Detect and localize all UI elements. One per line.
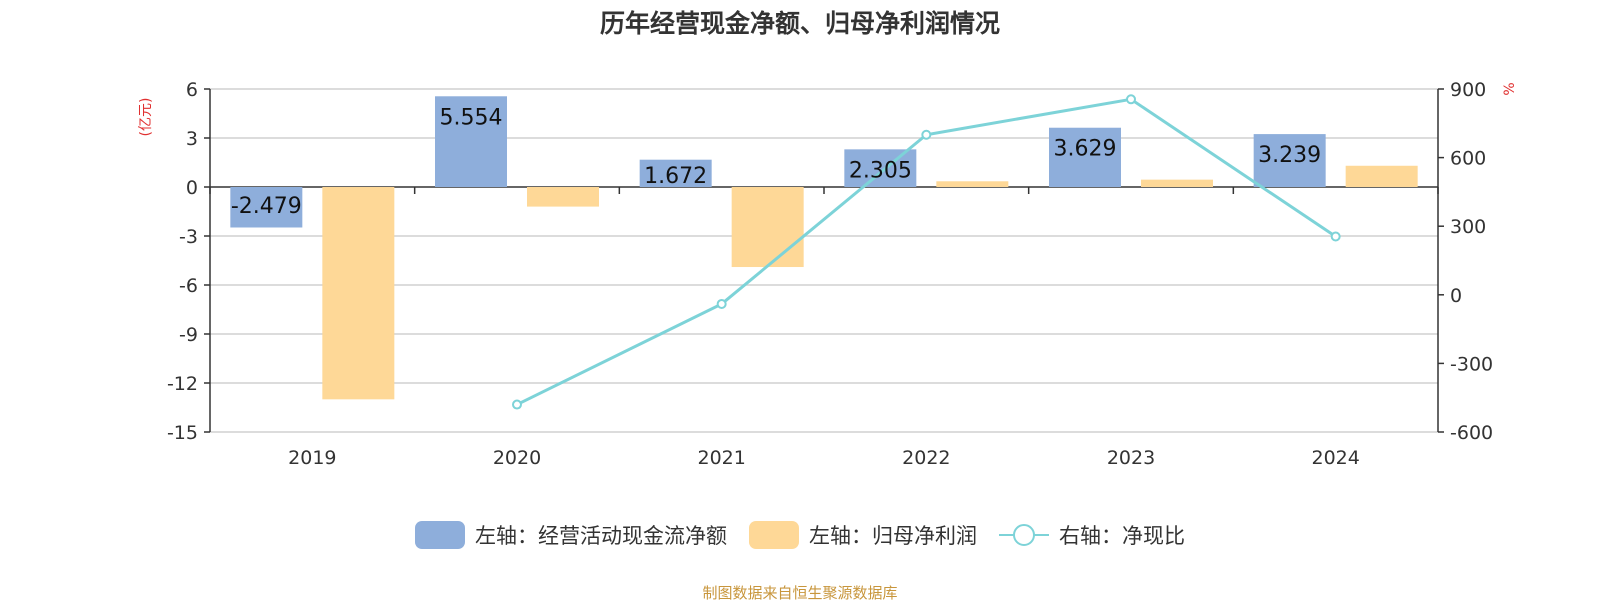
legend-label-ratio: 右轴：净现比 (1059, 524, 1185, 548)
legend-swatch-profit (749, 521, 799, 549)
bar-profit (1345, 165, 1418, 187)
left-axis-tick-label: 3 (186, 128, 198, 150)
bar-cash-label: 3.239 (1258, 143, 1321, 168)
x-axis-tick-label: 2024 (1311, 447, 1359, 469)
legend-label-profit: 左轴：归母净利润 (809, 524, 977, 548)
legend-swatch-cash (415, 521, 465, 549)
ratio-line (516, 97, 1337, 406)
legend-label-cash: 左轴：经营活动现金流净额 (475, 524, 727, 548)
x-axis-tick-label: 2023 (1107, 447, 1155, 469)
bar-cash (844, 149, 917, 187)
x-axis-tick-label: 2019 (288, 447, 336, 469)
bar-profit (322, 187, 395, 400)
right-axis-tick-label: 900 (1450, 79, 1486, 101)
source-note: 制图数据来自恒生聚源数据库 (702, 584, 898, 602)
bar-cash (639, 159, 712, 187)
left-axis-tick-label: -15 (167, 422, 198, 444)
right-axis-tick-label: -300 (1450, 353, 1493, 375)
ratio-point (1126, 94, 1136, 105)
bar-cash (1253, 134, 1326, 187)
bar-cash (435, 96, 507, 187)
bar-profit (1141, 179, 1213, 187)
right-axis-tick-label: 0 (1450, 285, 1462, 307)
bar-profit (731, 187, 804, 268)
x-axis-tick-label: 2021 (697, 447, 745, 469)
left-axis-tick-label: 6 (186, 79, 198, 101)
legend-item-ratio[interactable]: 右轴：净现比 (999, 520, 1185, 550)
legend: 左轴：经营活动现金流净额 左轴：归母净利润 右轴：净现比 (0, 520, 1600, 550)
left-axis-tick-label: -12 (167, 373, 198, 395)
legend-item-cash[interactable]: 左轴：经营活动现金流净额 (415, 520, 727, 550)
left-axis-tick-label: -9 (179, 324, 198, 346)
bar-cash (1049, 127, 1121, 187)
ratio-point (1330, 231, 1341, 242)
left-axis-unit: (亿元) (138, 98, 154, 137)
bar-cash-label: 5.554 (440, 105, 503, 130)
right-axis-unit: % (1502, 82, 1518, 95)
bar-cash-label: 2.305 (849, 158, 912, 183)
legend-swatch-ratio (999, 524, 1049, 546)
left-axis-tick-label: 0 (186, 177, 198, 199)
x-axis-tick-label: 2020 (493, 447, 541, 469)
ratio-point (716, 298, 727, 309)
left-axis-tick-label: -3 (179, 226, 198, 248)
bar-cash-label: 1.672 (644, 164, 707, 189)
right-axis-tick-label: 300 (1450, 216, 1486, 238)
bar-cash-label: -2.479 (231, 194, 302, 219)
bar-cash-label: 3.629 (1054, 137, 1117, 162)
bar-cash (230, 187, 303, 228)
chart-title: 历年经营现金净额、归母净利润情况 (599, 9, 1000, 38)
bar-profit (527, 187, 599, 207)
left-axis-tick-label: -6 (179, 275, 198, 297)
ratio-point (512, 399, 522, 410)
right-axis-tick-label: 600 (1450, 148, 1486, 170)
right-axis-tick-label: -600 (1450, 422, 1493, 444)
ratio-point (921, 129, 932, 140)
bar-profit (936, 181, 1009, 187)
legend-item-profit[interactable]: 左轴：归母净利润 (749, 520, 977, 550)
x-axis-tick-label: 2022 (902, 447, 950, 469)
